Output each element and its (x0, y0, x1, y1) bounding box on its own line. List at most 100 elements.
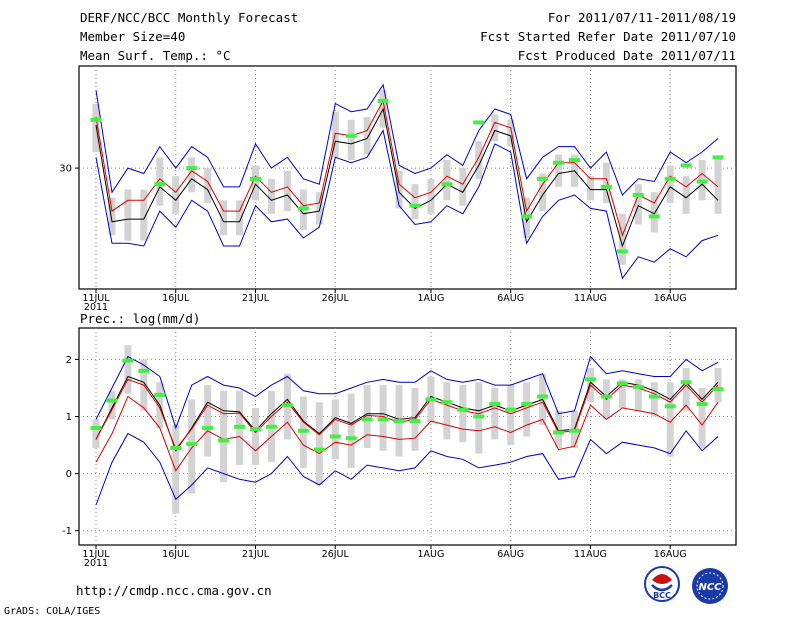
temp-x-tick-label: 16AUG (654, 293, 687, 304)
prec-spread-bar (220, 390, 228, 483)
temp-observation-marker (632, 192, 644, 197)
prec-spread-bar (714, 367, 722, 403)
prec-observation-marker (696, 401, 708, 406)
prec-x-year-label: 2011 (84, 558, 108, 569)
prec-observation-marker (361, 417, 373, 422)
chart-title: DERF/NCC/BCC Monthly Forecast (80, 10, 299, 25)
temp-y-tick-label: 30 (59, 164, 72, 175)
temp-spread-bar (283, 170, 291, 212)
temp-observation-marker (696, 179, 708, 184)
prec-observation-marker (186, 441, 198, 446)
temp-spread-bar (618, 213, 626, 265)
prec-observation-marker (457, 407, 469, 412)
prec-observation-marker (569, 428, 580, 433)
temp-spread-bar (347, 119, 355, 161)
temp-spread-bar (236, 200, 244, 236)
temp-x-tick-label: 16JUL (162, 293, 190, 304)
prec-observation-marker (616, 381, 628, 386)
temp-spread-bar (188, 157, 196, 193)
prec-spread-bar (491, 387, 499, 440)
temp-spread-bar (682, 176, 690, 214)
prec-y-tick-label: -1 (62, 526, 72, 537)
prec-observation-marker (664, 404, 676, 409)
temp-observation-marker (521, 214, 533, 219)
prec-spread-bar (666, 382, 674, 457)
prec-spread-bar (555, 410, 563, 448)
temp-observation-marker (250, 176, 261, 181)
precipitation-panel: 11JUL 16JUL 21JUL 26JUL 1AUG 6AUG 11AUG 16AUG20… (62, 327, 737, 569)
temp-spread-bar (220, 200, 228, 236)
prec-observation-marker (553, 430, 565, 435)
prec-spread-bar (315, 402, 323, 486)
prec-observation-marker (202, 425, 214, 430)
prec-observation-marker (313, 447, 325, 452)
prec-observation-marker (393, 419, 405, 424)
prec-x-tick-label: 16AUG (654, 549, 687, 560)
prec-observation-marker (281, 403, 293, 408)
temp-spread-bar (363, 117, 371, 155)
prec-spread-bar (331, 399, 339, 460)
temp-x-tick-label: 11AUG (574, 293, 607, 304)
bcc-logo-wave (651, 584, 673, 592)
prec-observation-marker (600, 394, 612, 399)
prec-observation-marker (297, 428, 309, 433)
ncc-logo-disc (692, 568, 728, 604)
temp-observation-marker (680, 163, 692, 168)
prec-observation-marker (505, 407, 517, 412)
temp-spread-bar (650, 192, 658, 233)
temp-observation-marker (409, 203, 421, 208)
temp-spread-bar (172, 176, 180, 214)
prec-observation-marker (521, 401, 533, 406)
prec-x-tick-label: 16JUL (162, 549, 190, 560)
prec-observation-marker (154, 392, 166, 397)
temp-observation-marker (377, 98, 389, 103)
temp-spread-bar (539, 173, 547, 212)
member-size: Member Size=40 (80, 29, 186, 44)
temp-spread-bar (666, 165, 674, 204)
prec-observation-marker (441, 400, 453, 405)
grads-credit: GrADS: COLA/IGES (4, 606, 101, 617)
temp-spread-bar (475, 141, 483, 179)
prec-spread-bar (108, 390, 116, 420)
temp-spread-bar (140, 189, 148, 241)
temp-observation-marker (441, 182, 453, 187)
prec-series-lower-envelope (95, 429, 719, 506)
temp-x-tick-label: 21JUL (242, 293, 270, 304)
prec-spread-bar (650, 382, 658, 417)
prec-observation-marker (265, 424, 277, 429)
bcc-logo-swirl (652, 574, 672, 584)
temp-observation-marker (537, 176, 549, 181)
temp-observation-marker (600, 184, 612, 189)
lower-variable-label: Prec.: log(mm/d) (80, 311, 201, 326)
temp-spread-bar (156, 157, 164, 206)
prec-spread-bar (618, 379, 626, 408)
temp-observation-marker (553, 160, 565, 165)
temperature-panel: 11JUL 16JUL 21JUL 26JUL 1AUG 6AUG 11AUG 16AUG 20… (59, 65, 737, 313)
temp-series-median (95, 99, 719, 237)
source-url[interactable]: http://cmdp.ncc.cma.gov.cn (76, 583, 272, 598)
prec-spread-bar (507, 385, 515, 446)
prec-series-upper-envelope (95, 355, 719, 430)
temp-spread-bar (507, 119, 515, 147)
temp-spread-bar (714, 157, 722, 214)
temp-x-year-label: 2011 (84, 302, 108, 313)
temp-observation-marker (712, 155, 724, 160)
temp-spread-bar (586, 176, 594, 201)
prec-observation-marker (345, 436, 357, 441)
prec-observation-marker (409, 419, 421, 424)
prec-observation-marker (680, 380, 692, 385)
prec-spread-bar (682, 367, 690, 411)
temp-x-tick-label: 6AUG (497, 293, 524, 304)
prec-observation-marker (250, 427, 261, 432)
prec-spread-bar (92, 419, 100, 448)
temp-spread-bar (459, 168, 467, 206)
temp-x-tick-label: 1AUG (418, 293, 445, 304)
temp-spread-bar (315, 192, 323, 225)
prec-observation-marker (473, 414, 485, 419)
prec-observation-marker (537, 394, 549, 399)
prec-spread-bar (252, 407, 259, 466)
temp-observation-marker (345, 133, 357, 138)
temp-observation-marker (664, 176, 676, 181)
prec-observation-marker (122, 358, 134, 363)
